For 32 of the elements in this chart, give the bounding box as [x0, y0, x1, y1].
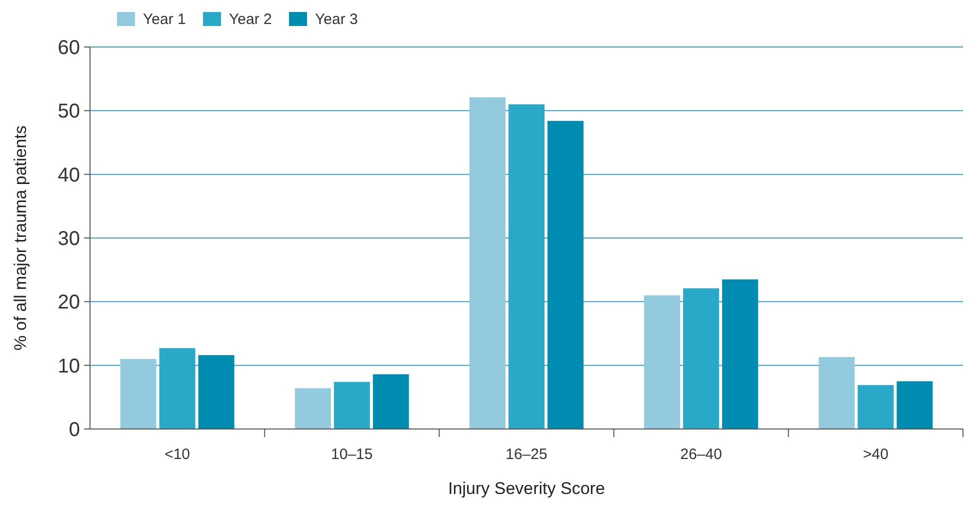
bar	[294, 388, 331, 429]
bar	[159, 348, 196, 429]
y-tick-label: 10	[58, 355, 80, 378]
bar	[858, 385, 894, 429]
bar	[896, 381, 933, 429]
x-tick-label: 26–40	[680, 446, 722, 463]
bar	[644, 295, 680, 429]
legend-label: Year 1	[143, 11, 186, 28]
y-tick-label: 30	[58, 228, 80, 250]
legend-label: Year 3	[315, 11, 358, 28]
bar	[120, 358, 156, 429]
y-tick-label: 40	[58, 164, 80, 186]
x-tick-label: 10–15	[331, 446, 373, 463]
bar	[818, 357, 855, 429]
bar	[683, 288, 720, 429]
x-tick-label: 16–25	[506, 446, 548, 463]
x-tick-label: <10	[164, 446, 190, 463]
bar	[508, 104, 544, 429]
y-axis-title: % of all major trauma patients	[11, 126, 30, 350]
bar	[470, 97, 506, 429]
bar	[198, 355, 234, 429]
bar	[372, 374, 409, 429]
bar	[548, 120, 584, 429]
y-tick-label: 20	[58, 292, 80, 314]
y-tick-label: 50	[58, 100, 80, 123]
legend-label: Year 2	[229, 11, 272, 28]
y-tick-label: 60	[58, 37, 80, 59]
x-axis-title: Injury Severity Score	[448, 479, 605, 498]
bar	[722, 279, 758, 429]
y-tick-label: 0	[68, 419, 80, 441]
bar	[334, 382, 370, 429]
x-tick-label: >40	[862, 446, 888, 463]
